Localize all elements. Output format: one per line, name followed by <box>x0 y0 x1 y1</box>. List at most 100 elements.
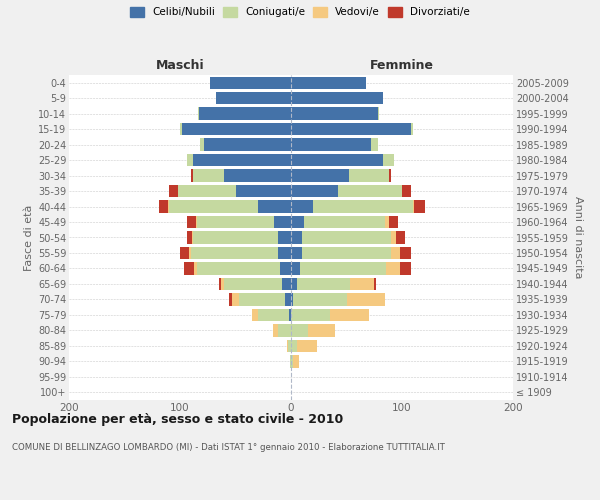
Bar <box>291 123 411 136</box>
Bar <box>291 170 349 182</box>
Bar <box>215 92 291 104</box>
Bar <box>293 355 299 368</box>
Bar <box>293 293 347 306</box>
Bar <box>291 92 383 104</box>
Bar <box>391 247 400 259</box>
Bar <box>338 185 402 198</box>
Text: Popolazione per età, sesso e stato civile - 2010: Popolazione per età, sesso e stato civil… <box>12 412 343 426</box>
Bar <box>282 278 291 290</box>
Bar <box>169 200 258 212</box>
Bar <box>371 138 377 151</box>
Bar <box>389 170 391 182</box>
Bar <box>180 247 189 259</box>
Bar <box>193 170 224 182</box>
Bar <box>330 308 369 321</box>
Bar <box>413 200 414 212</box>
Bar <box>291 293 293 306</box>
Bar <box>302 232 391 243</box>
Bar <box>280 262 291 274</box>
Bar <box>289 308 291 321</box>
Bar <box>291 355 293 368</box>
Bar <box>414 200 425 212</box>
Bar <box>397 232 406 243</box>
Bar <box>377 108 379 120</box>
Bar <box>193 154 291 166</box>
Bar <box>210 76 291 89</box>
Bar <box>180 123 182 136</box>
Bar <box>296 278 350 290</box>
Bar <box>400 247 411 259</box>
Bar <box>300 262 386 274</box>
Bar <box>224 170 291 182</box>
Bar <box>291 154 383 166</box>
Bar <box>192 232 193 243</box>
Bar <box>232 293 239 306</box>
Bar <box>197 262 280 274</box>
Bar <box>169 185 178 198</box>
Bar <box>191 247 278 259</box>
Bar <box>291 108 377 120</box>
Bar <box>302 247 391 259</box>
Bar <box>274 216 291 228</box>
Text: COMUNE DI BELLINZAGO LOMBARDO (MI) - Dati ISTAT 1° gennaio 2010 - Elaborazione T: COMUNE DI BELLINZAGO LOMBARDO (MI) - Dat… <box>12 442 445 452</box>
Bar <box>411 123 413 136</box>
Bar <box>291 76 367 89</box>
Legend: Celibi/Nubili, Coniugati/e, Vedovi/e, Divorziati/e: Celibi/Nubili, Coniugati/e, Vedovi/e, Di… <box>126 2 474 22</box>
Bar <box>291 308 330 321</box>
Bar <box>258 200 291 212</box>
Bar <box>159 200 168 212</box>
Bar <box>291 247 302 259</box>
Bar <box>389 216 398 228</box>
Bar <box>197 216 274 228</box>
Bar <box>182 123 291 136</box>
Bar <box>235 185 291 198</box>
Bar <box>196 216 197 228</box>
Bar <box>187 216 196 228</box>
Bar <box>278 247 291 259</box>
Bar <box>229 293 232 306</box>
Bar <box>199 108 291 120</box>
Bar <box>402 185 411 198</box>
Bar <box>400 262 411 274</box>
Bar <box>286 293 291 306</box>
Bar <box>308 324 335 336</box>
Bar <box>198 108 199 120</box>
Bar <box>278 324 291 336</box>
Bar <box>296 340 317 352</box>
Bar <box>194 262 197 274</box>
Bar <box>391 232 397 243</box>
Bar <box>350 278 374 290</box>
Bar <box>291 262 300 274</box>
Bar <box>205 138 291 151</box>
Bar <box>291 340 296 352</box>
Bar <box>200 138 205 151</box>
Bar <box>239 293 286 306</box>
Bar <box>252 308 258 321</box>
Bar <box>191 170 193 182</box>
Bar <box>291 278 296 290</box>
Bar <box>291 216 304 228</box>
Bar <box>278 232 291 243</box>
Bar <box>304 216 385 228</box>
Y-axis label: Anni di nascita: Anni di nascita <box>573 196 583 279</box>
Bar <box>374 278 376 290</box>
Bar <box>349 170 389 182</box>
Bar <box>290 355 291 368</box>
Bar <box>221 278 224 290</box>
Bar <box>184 262 194 274</box>
Bar <box>291 324 308 336</box>
Bar <box>347 293 385 306</box>
Bar <box>313 200 413 212</box>
Bar <box>291 185 338 198</box>
Bar <box>224 278 282 290</box>
Bar <box>193 232 278 243</box>
Bar <box>383 154 394 166</box>
Text: Maschi: Maschi <box>155 59 205 72</box>
Bar <box>187 232 192 243</box>
Bar <box>291 232 302 243</box>
Bar <box>189 247 191 259</box>
Bar <box>291 138 371 151</box>
Bar <box>258 308 289 321</box>
Bar <box>385 216 389 228</box>
Text: Femmine: Femmine <box>370 59 434 72</box>
